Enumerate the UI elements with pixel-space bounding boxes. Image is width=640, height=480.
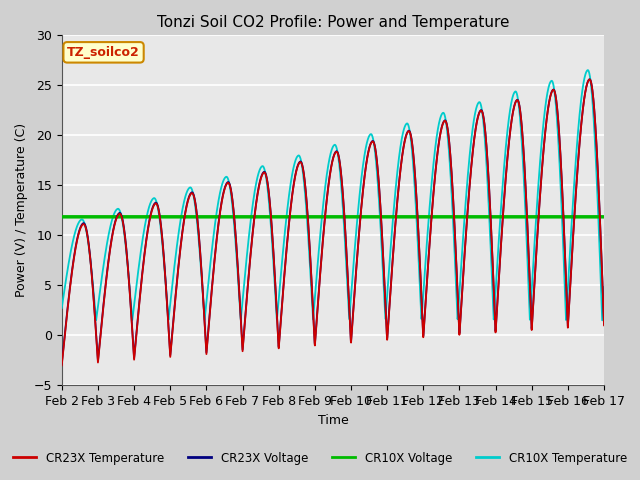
Y-axis label: Power (V) / Temperature (C): Power (V) / Temperature (C) <box>15 123 28 298</box>
Legend: CR23X Temperature, CR23X Voltage, CR10X Voltage, CR10X Temperature: CR23X Temperature, CR23X Voltage, CR10X … <box>8 447 632 469</box>
Title: Tonzi Soil CO2 Profile: Power and Temperature: Tonzi Soil CO2 Profile: Power and Temper… <box>157 15 509 30</box>
Text: TZ_soilco2: TZ_soilco2 <box>67 46 140 59</box>
X-axis label: Time: Time <box>317 414 348 427</box>
